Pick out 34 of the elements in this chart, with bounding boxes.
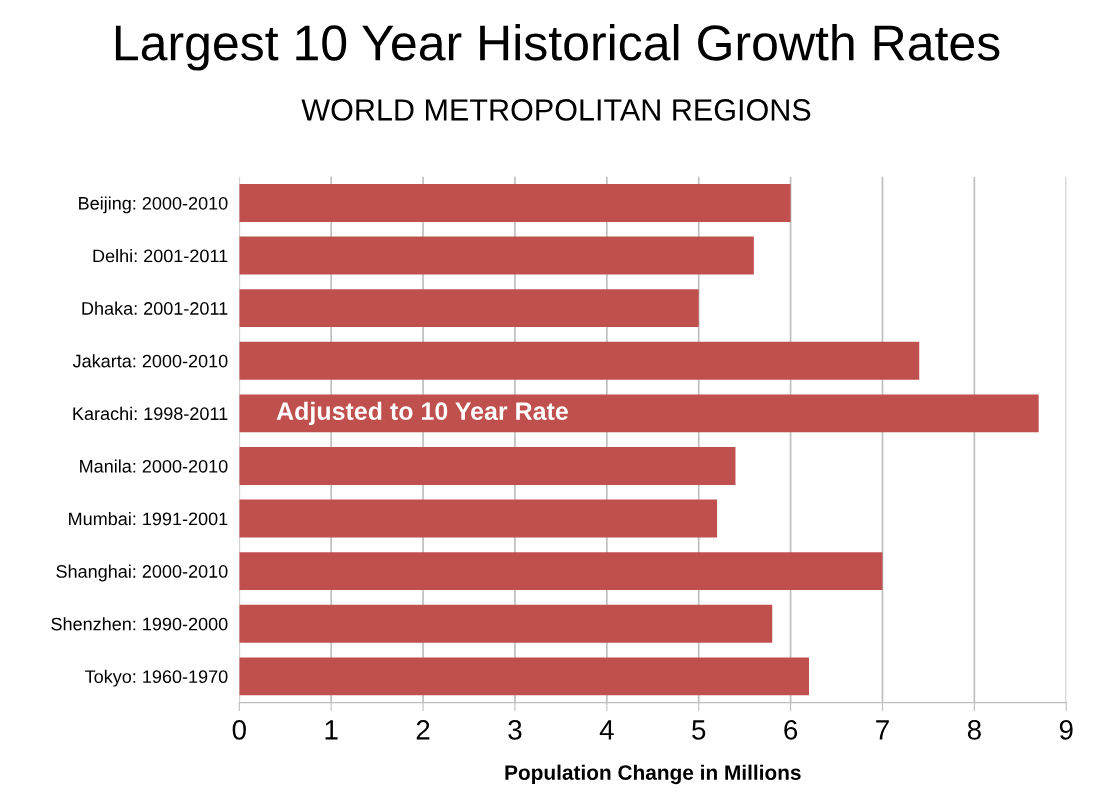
y-tick-label: Manila: 2000-2010 bbox=[80, 459, 228, 473]
y-tick-label: Delhi: 2001-2011 bbox=[93, 249, 228, 263]
y-tick-label: Tokyo: 1960-1970 bbox=[85, 669, 228, 687]
bar bbox=[239, 236, 754, 275]
bar bbox=[239, 447, 736, 485]
y-tick-label: Mumbai: 1991-2001 bbox=[69, 511, 228, 526]
x-tick-label: 5 bbox=[692, 720, 706, 740]
y-tick-label: Karachi: 1998-2011 bbox=[73, 406, 228, 421]
x-tick-label: 1 bbox=[325, 720, 338, 740]
bar bbox=[239, 341, 920, 380]
x-tick-label: 8 bbox=[967, 720, 981, 740]
bar bbox=[239, 657, 809, 696]
x-tick-label: 6 bbox=[784, 720, 798, 740]
y-tick-label: Dhaka: 2001-2011 bbox=[82, 301, 228, 315]
bar bbox=[239, 184, 791, 222]
x-tick-label: 7 bbox=[876, 720, 889, 740]
bar bbox=[239, 289, 699, 328]
y-tick-label: Shanghai: 2000-2010 bbox=[56, 564, 228, 582]
x-tick-label: 3 bbox=[508, 720, 522, 740]
y-tick-label: Beijing: 2000-2010 bbox=[79, 196, 228, 214]
bar bbox=[239, 604, 773, 643]
x-tick-label: 0 bbox=[232, 720, 246, 740]
chart-title: Largest 10 Year Historical Growth Rates bbox=[115, 23, 1000, 71]
y-tick-label: Jakarta: 2000-2010 bbox=[72, 354, 228, 368]
bar bbox=[239, 394, 1039, 433]
x-tick-label: 9 bbox=[1059, 720, 1073, 740]
bar bbox=[239, 552, 883, 591]
y-tick-label: Shenzhen: 1990-2000 bbox=[51, 617, 228, 631]
annotation: Adjusted to 10 Year Rate bbox=[276, 401, 568, 425]
x-axis-title: Population Change in Millions bbox=[505, 764, 801, 785]
chart-subtitle: WORLD METROPOLITAN REGIONS bbox=[301, 99, 811, 121]
x-tick-label: 2 bbox=[416, 720, 430, 740]
bar bbox=[239, 499, 718, 538]
x-tick-label: 4 bbox=[599, 720, 614, 740]
